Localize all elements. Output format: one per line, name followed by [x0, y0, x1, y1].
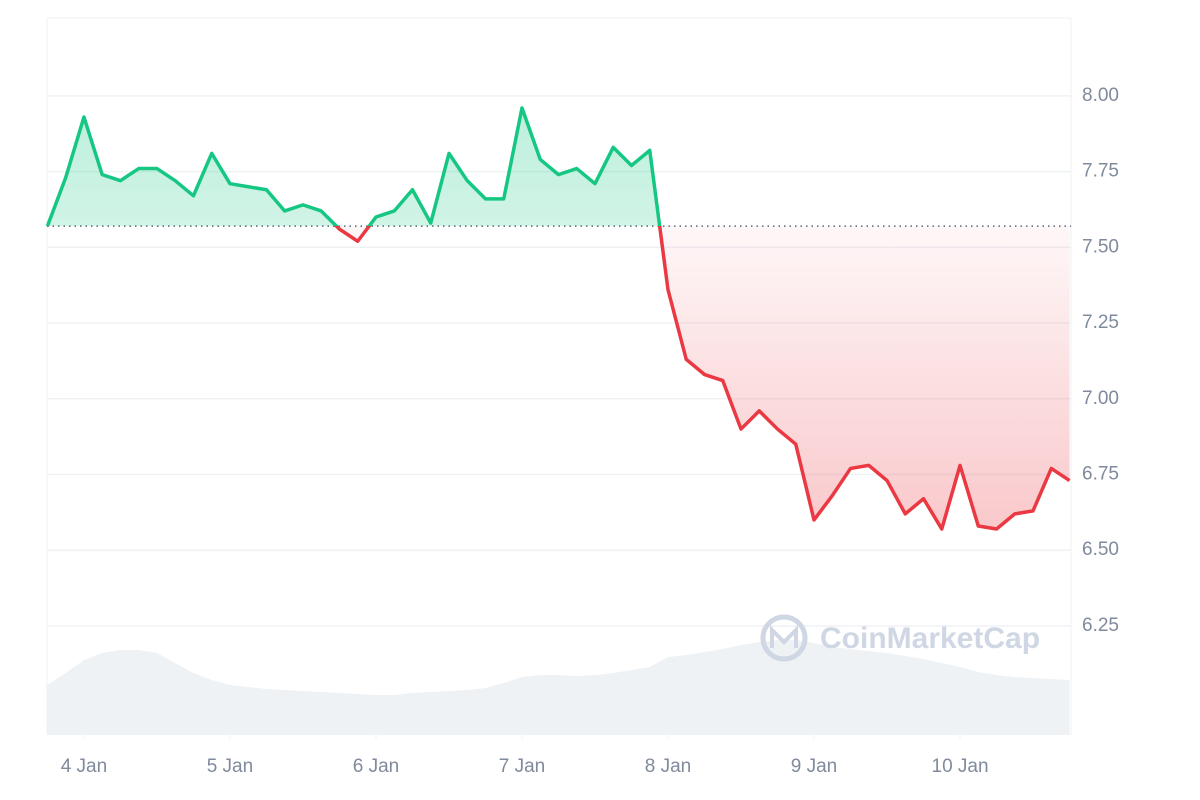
y-tick-label: 6.50: [1082, 539, 1119, 560]
y-tick-label: 6.75: [1082, 464, 1119, 485]
x-tick-label: 9 Jan: [791, 756, 837, 777]
x-tick-label: 5 Jan: [207, 756, 253, 777]
y-tick-label: 7.25: [1082, 312, 1119, 333]
y-tick-label: 7.75: [1082, 161, 1119, 182]
x-tick-label: 4 Jan: [61, 756, 107, 777]
watermark-text: CoinMarketCap: [820, 622, 1040, 655]
x-tick-label: 6 Jan: [353, 756, 399, 777]
watermark-logo: [760, 614, 808, 662]
x-tick-label: 8 Jan: [645, 756, 691, 777]
price-line: [45, 106, 1071, 531]
watermark-logo: [770, 625, 798, 648]
y-tick-label: 8.00: [1082, 85, 1119, 106]
y-tick-label: 6.25: [1082, 615, 1119, 636]
y-tick-label: 7.50: [1082, 236, 1119, 257]
volume-area: [47, 640, 1070, 735]
y-tick-label: 7.00: [1082, 388, 1119, 409]
x-tick-label: 7 Jan: [499, 756, 545, 777]
x-tick-label: 10 Jan: [932, 756, 989, 777]
price-area: [47, 107, 1070, 530]
watermark: CoinMarketCap: [760, 614, 1040, 662]
